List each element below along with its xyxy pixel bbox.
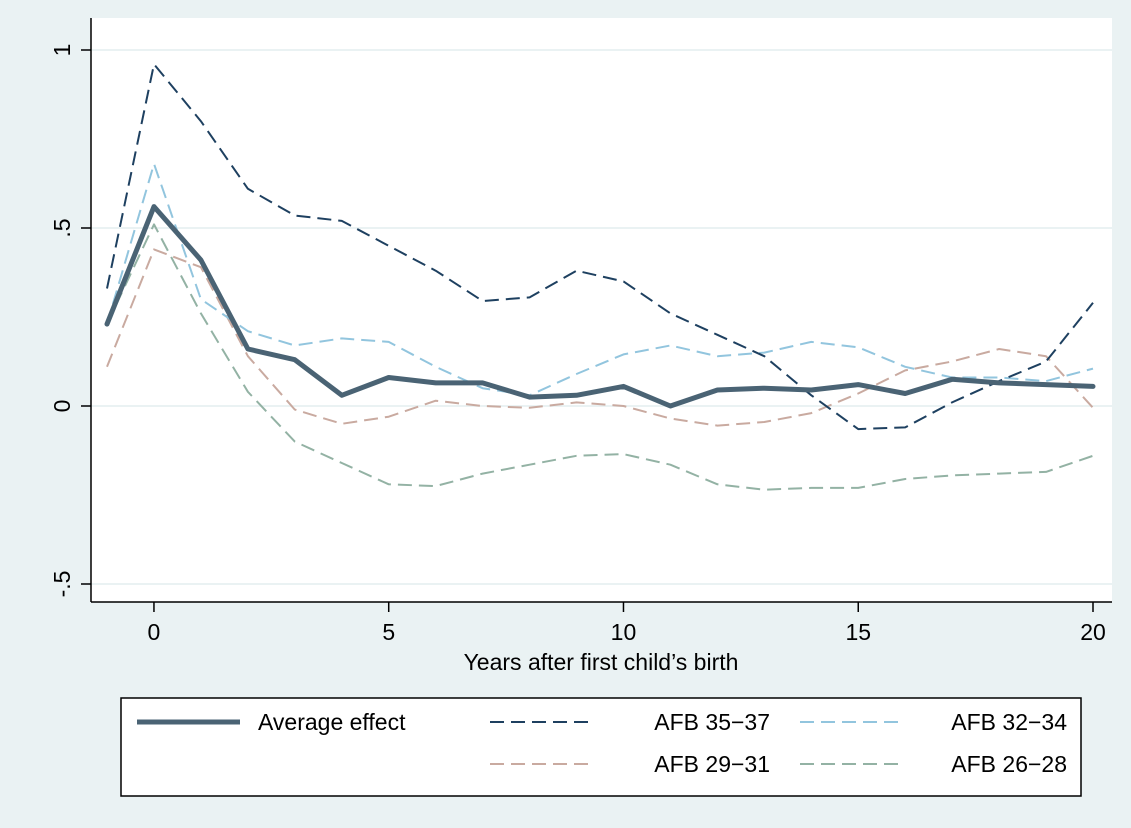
x-tick-label: 10 (611, 619, 637, 645)
x-tick-label: 5 (382, 619, 395, 645)
series-line (104, 204, 1096, 409)
legend-box (120, 697, 1082, 797)
legend-label: AFB 32−34 (951, 709, 1067, 735)
y-ticks: -.5 0 .5 1 (49, 44, 91, 598)
x-axis-title: Years after first child’s birth (464, 649, 739, 675)
legend-label: Average effect (258, 709, 406, 735)
series-line (106, 162, 1094, 397)
legend-label: AFB 29−31 (654, 751, 770, 777)
plot-area (91, 18, 1112, 602)
legend-label: AFB 26−28 (951, 751, 1067, 777)
x-tick-label: 0 (148, 619, 161, 645)
y-tick-label: .5 (49, 218, 75, 237)
x-ticks: 0 5 10 15 20 (148, 602, 1106, 645)
series-line (106, 223, 1094, 491)
series-lines (104, 63, 1096, 491)
legend: Average effect AFB 35−37 AFB 32−34 AFB 29−3… (120, 697, 1082, 797)
y-tick-label: 1 (49, 44, 75, 57)
legend-label: AFB 35−37 (654, 709, 770, 735)
x-tick-label: 20 (1080, 619, 1106, 645)
x-tick-label: 15 (845, 619, 871, 645)
series-line (106, 63, 1094, 431)
y-tick-label: 0 (49, 400, 75, 413)
y-tick-label: -.5 (49, 571, 75, 598)
axes (90, 18, 1112, 603)
series-line (106, 248, 1094, 427)
